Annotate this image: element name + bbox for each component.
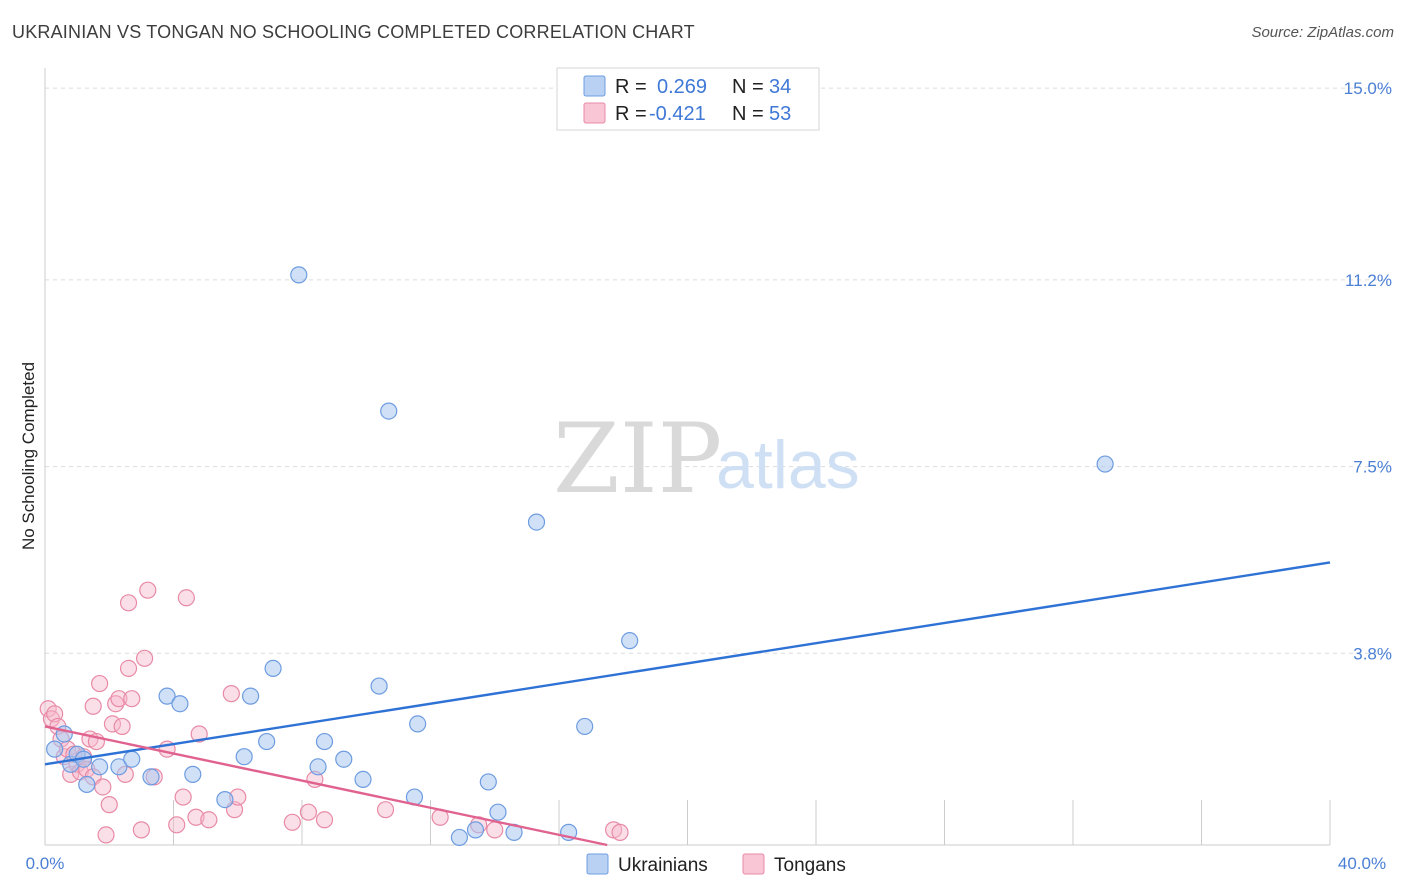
y-axis-label: No Schooling Completed [19,362,38,550]
bottom-legend-swatch-tongans [742,853,765,875]
ukrainian-point [123,750,141,768]
tongan-point [376,801,395,819]
tongan-point [299,803,318,821]
ukrainian-point [527,513,546,531]
ukrainian-point [216,790,234,809]
tongan-point [486,821,504,839]
y-tick-label: 7.5% [1353,458,1392,477]
tongan-point [139,581,157,599]
tongans-trendline [44,725,608,847]
ukrainian-point [380,402,398,420]
tongan-point [611,823,629,841]
ukrainians-trendline [44,561,1331,766]
ukrainian-point [576,717,594,736]
watermark-zip: ZIP [553,403,722,515]
tongan-point [315,811,334,829]
tongan-point [91,674,109,693]
gridlines [45,87,1390,654]
ukrainian-point [110,758,128,776]
bottom-legend-label-tongans: Tongans [774,855,846,876]
tongan-point [103,715,122,733]
ukrainian-point [290,266,308,284]
tongan-point [222,685,240,703]
legend-n-label-ukrainians: N = [732,76,764,98]
tongan-point [168,816,186,834]
ukrainian-point [158,687,176,705]
ukrainian-point [479,773,497,791]
legend-n-value-tongans: 53 [769,103,791,125]
bottom-legend: Ukrainians Tongans [586,853,846,876]
ukrainian-point [466,821,485,839]
tongan-point [187,808,205,826]
source-label: Source: ZipAtlas.com [1251,24,1394,41]
ukrainians-points [46,266,1114,847]
legend-r-value-ukrainians: 0.269 [657,76,707,98]
chart-title: UKRAINIAN VS TONGAN NO SCHOOLING COMPLET… [12,22,695,42]
tongan-point [97,826,115,844]
y-tick-label: 15.0% [1344,79,1392,98]
ukrainian-point [46,740,64,758]
legend-swatch-ukrainians [583,75,606,97]
ukrainian-point [171,695,189,713]
ukrainian-point [264,659,282,678]
tongan-point [132,821,150,839]
y-tick-label: 11.2% [1345,271,1392,290]
tongan-point [200,811,218,829]
ukrainian-point [1096,455,1114,473]
watermark: ZIP atlas [553,403,860,515]
x-tick-label-max: 40.0% [1338,854,1386,873]
tongan-point [113,717,131,736]
tongan-point [190,725,208,743]
tongans-points [39,581,629,844]
ukrainian-point [184,765,202,783]
tongan-point [107,695,125,713]
ukrainian-point [409,715,427,733]
tongan-point [100,796,118,814]
legend-n-value-ukrainians: 34 [769,76,791,98]
y-tick-labels: 3.8% 7.5% 11.2% 15.0% [1344,79,1392,663]
tongan-point [177,589,195,607]
ukrainian-point [335,750,353,768]
ukrainian-point [315,732,334,751]
ukrainian-point [489,803,507,821]
ukrainian-point [309,758,327,776]
legend-r-value-tongans: -0.421 [649,103,706,125]
x-tick-label-min: 0.0% [26,854,65,873]
tongan-point [123,690,141,708]
tongan-point [283,813,301,831]
bottom-legend-swatch-ukrainians [586,853,609,875]
ukrainian-point [354,770,372,789]
legend-swatch-tongans [583,102,606,124]
tongan-point [110,690,128,708]
tongan-point [94,778,112,796]
x-tick-labels: 0.0% 40.0% [26,854,1386,873]
ukrainian-point [370,677,388,695]
y-tick-label: 3.8% [1353,644,1392,663]
ukrainian-point [258,732,276,751]
ukrainian-point [235,748,253,766]
legend-n-label-tongans: N = [732,103,764,125]
tongan-point [119,594,138,612]
watermark-atlas: atlas [716,427,860,503]
tongan-point [84,697,102,715]
tongan-point [119,659,138,678]
ukrainian-point [91,758,109,776]
ukrainian-point [142,768,160,786]
legend-box: R = 0.269 N = 34 R = -0.421 N = 53 [556,67,820,131]
ukrainian-point [450,828,469,847]
ukrainian-point [78,775,96,794]
tongan-point [174,788,192,806]
tongan-point [46,705,64,723]
legend-r-label-ukrainians: R = [615,76,647,98]
ukrainian-point [621,632,639,650]
tongan-point [135,649,154,667]
legend-r-label-tongans: R = [615,103,647,125]
trendlines [44,561,1331,847]
ukrainian-point [242,687,260,705]
bottom-legend-label-ukrainians: Ukrainians [618,855,708,876]
